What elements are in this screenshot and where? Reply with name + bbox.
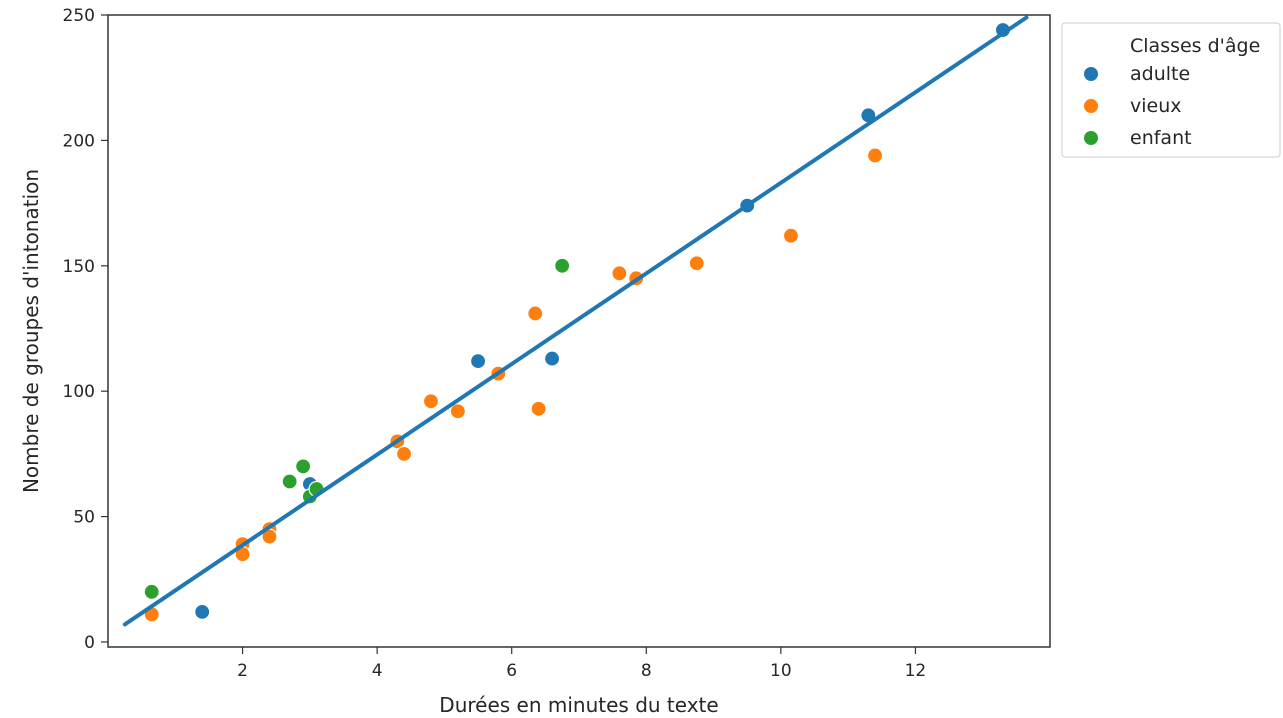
y-tick-label: 250 bbox=[63, 6, 95, 26]
chart-marks bbox=[122, 15, 1029, 627]
y-axis-label: Nombre de groupes d'intonation bbox=[19, 169, 43, 493]
x-tick-label: 12 bbox=[905, 661, 927, 681]
data-point-adulte bbox=[194, 603, 211, 620]
data-point-adulte bbox=[543, 350, 561, 367]
legend-marker-enfant bbox=[1083, 130, 1099, 146]
data-point-vieux bbox=[395, 445, 413, 462]
data-point-vieux bbox=[530, 400, 547, 417]
data-point-vieux bbox=[449, 403, 466, 420]
legend-marker-vieux bbox=[1083, 98, 1099, 114]
data-point-vieux bbox=[782, 227, 800, 244]
x-axis-label: Durées en minutes du texte bbox=[439, 693, 718, 717]
legend: Classes d'âge adulte vieux enfant bbox=[1061, 22, 1281, 158]
y-tick-label: 150 bbox=[63, 257, 95, 277]
data-point-enfant bbox=[295, 458, 312, 475]
legend-label-vieux: vieux bbox=[1130, 95, 1182, 117]
legend-label-adulte: adulte bbox=[1130, 63, 1190, 85]
y-tick-label: 200 bbox=[63, 131, 95, 151]
y-tick-label: 100 bbox=[63, 382, 95, 402]
data-point-vieux bbox=[866, 147, 884, 164]
data-point-vieux bbox=[688, 255, 705, 272]
legend-label-enfant: enfant bbox=[1130, 127, 1192, 149]
legend-frame bbox=[1061, 22, 1281, 158]
data-point-enfant bbox=[281, 473, 298, 490]
regression-line bbox=[122, 15, 1029, 627]
legend-marker-adulte bbox=[1083, 66, 1099, 82]
data-point-adulte bbox=[469, 352, 487, 370]
legend-items: adulte vieux enfant bbox=[1083, 63, 1192, 149]
y-axis-ticks: 0 50 100 150 200 250 bbox=[63, 6, 108, 653]
data-point-enfant bbox=[554, 257, 571, 274]
data-point-enfant bbox=[143, 583, 160, 600]
x-tick-label: 8 bbox=[641, 661, 652, 681]
x-tick-label: 10 bbox=[770, 661, 792, 681]
data-point-vieux bbox=[611, 265, 628, 282]
legend-title: Classes d'âge bbox=[1130, 35, 1260, 57]
x-tick-label: 2 bbox=[237, 661, 248, 681]
data-point-vieux bbox=[527, 305, 544, 322]
y-tick-label: 0 bbox=[84, 633, 95, 653]
x-tick-label: 4 bbox=[372, 661, 383, 681]
y-tick-label: 50 bbox=[73, 508, 95, 528]
data-point-vieux bbox=[422, 393, 440, 410]
x-axis-ticks: 2 4 6 8 10 12 bbox=[237, 647, 926, 681]
x-tick-label: 6 bbox=[506, 661, 517, 681]
